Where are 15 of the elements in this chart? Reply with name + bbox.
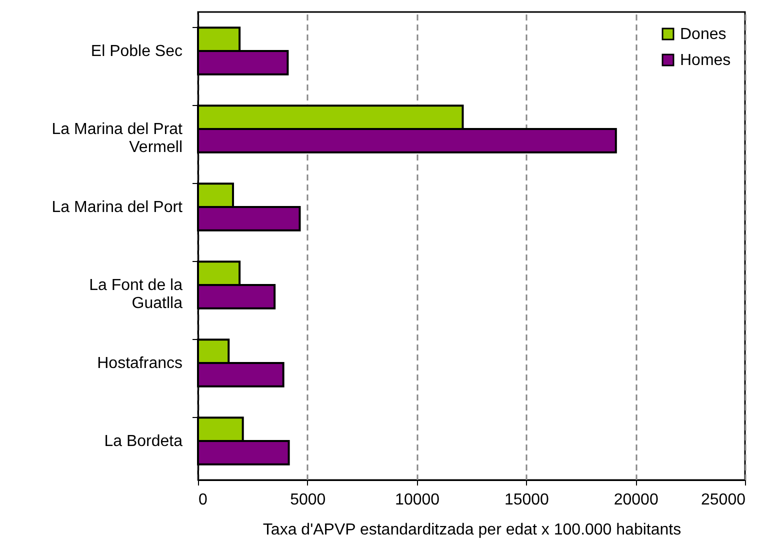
legend-label: Dones — [680, 26, 726, 43]
y-tick-label: La Marina del Prat Vermell — [52, 121, 184, 156]
x-axis-title: Taxa d'APVP estandarditzada per edat x 100.000 habitants — [262, 522, 682, 538]
x-tick-label: 10000 — [395, 492, 440, 508]
y-tick-label: La Bordeta — [104, 433, 183, 450]
y-tick-label: El Poble Sec — [90, 43, 182, 60]
y-tick-label: La Marina del Port — [52, 199, 184, 216]
y-tick-label: Hostafrancs — [97, 355, 182, 372]
x-tick-label: 20000 — [614, 492, 658, 508]
y-tick-label: La Font de la Guatlla — [89, 277, 183, 312]
x-tick-label: 0 — [198, 492, 208, 508]
x-tick-label: 5000 — [290, 492, 326, 508]
x-tick-label: 25000 — [701, 492, 746, 508]
x-tick-label: 15000 — [504, 492, 550, 508]
legend-label: Homes — [680, 52, 731, 69]
